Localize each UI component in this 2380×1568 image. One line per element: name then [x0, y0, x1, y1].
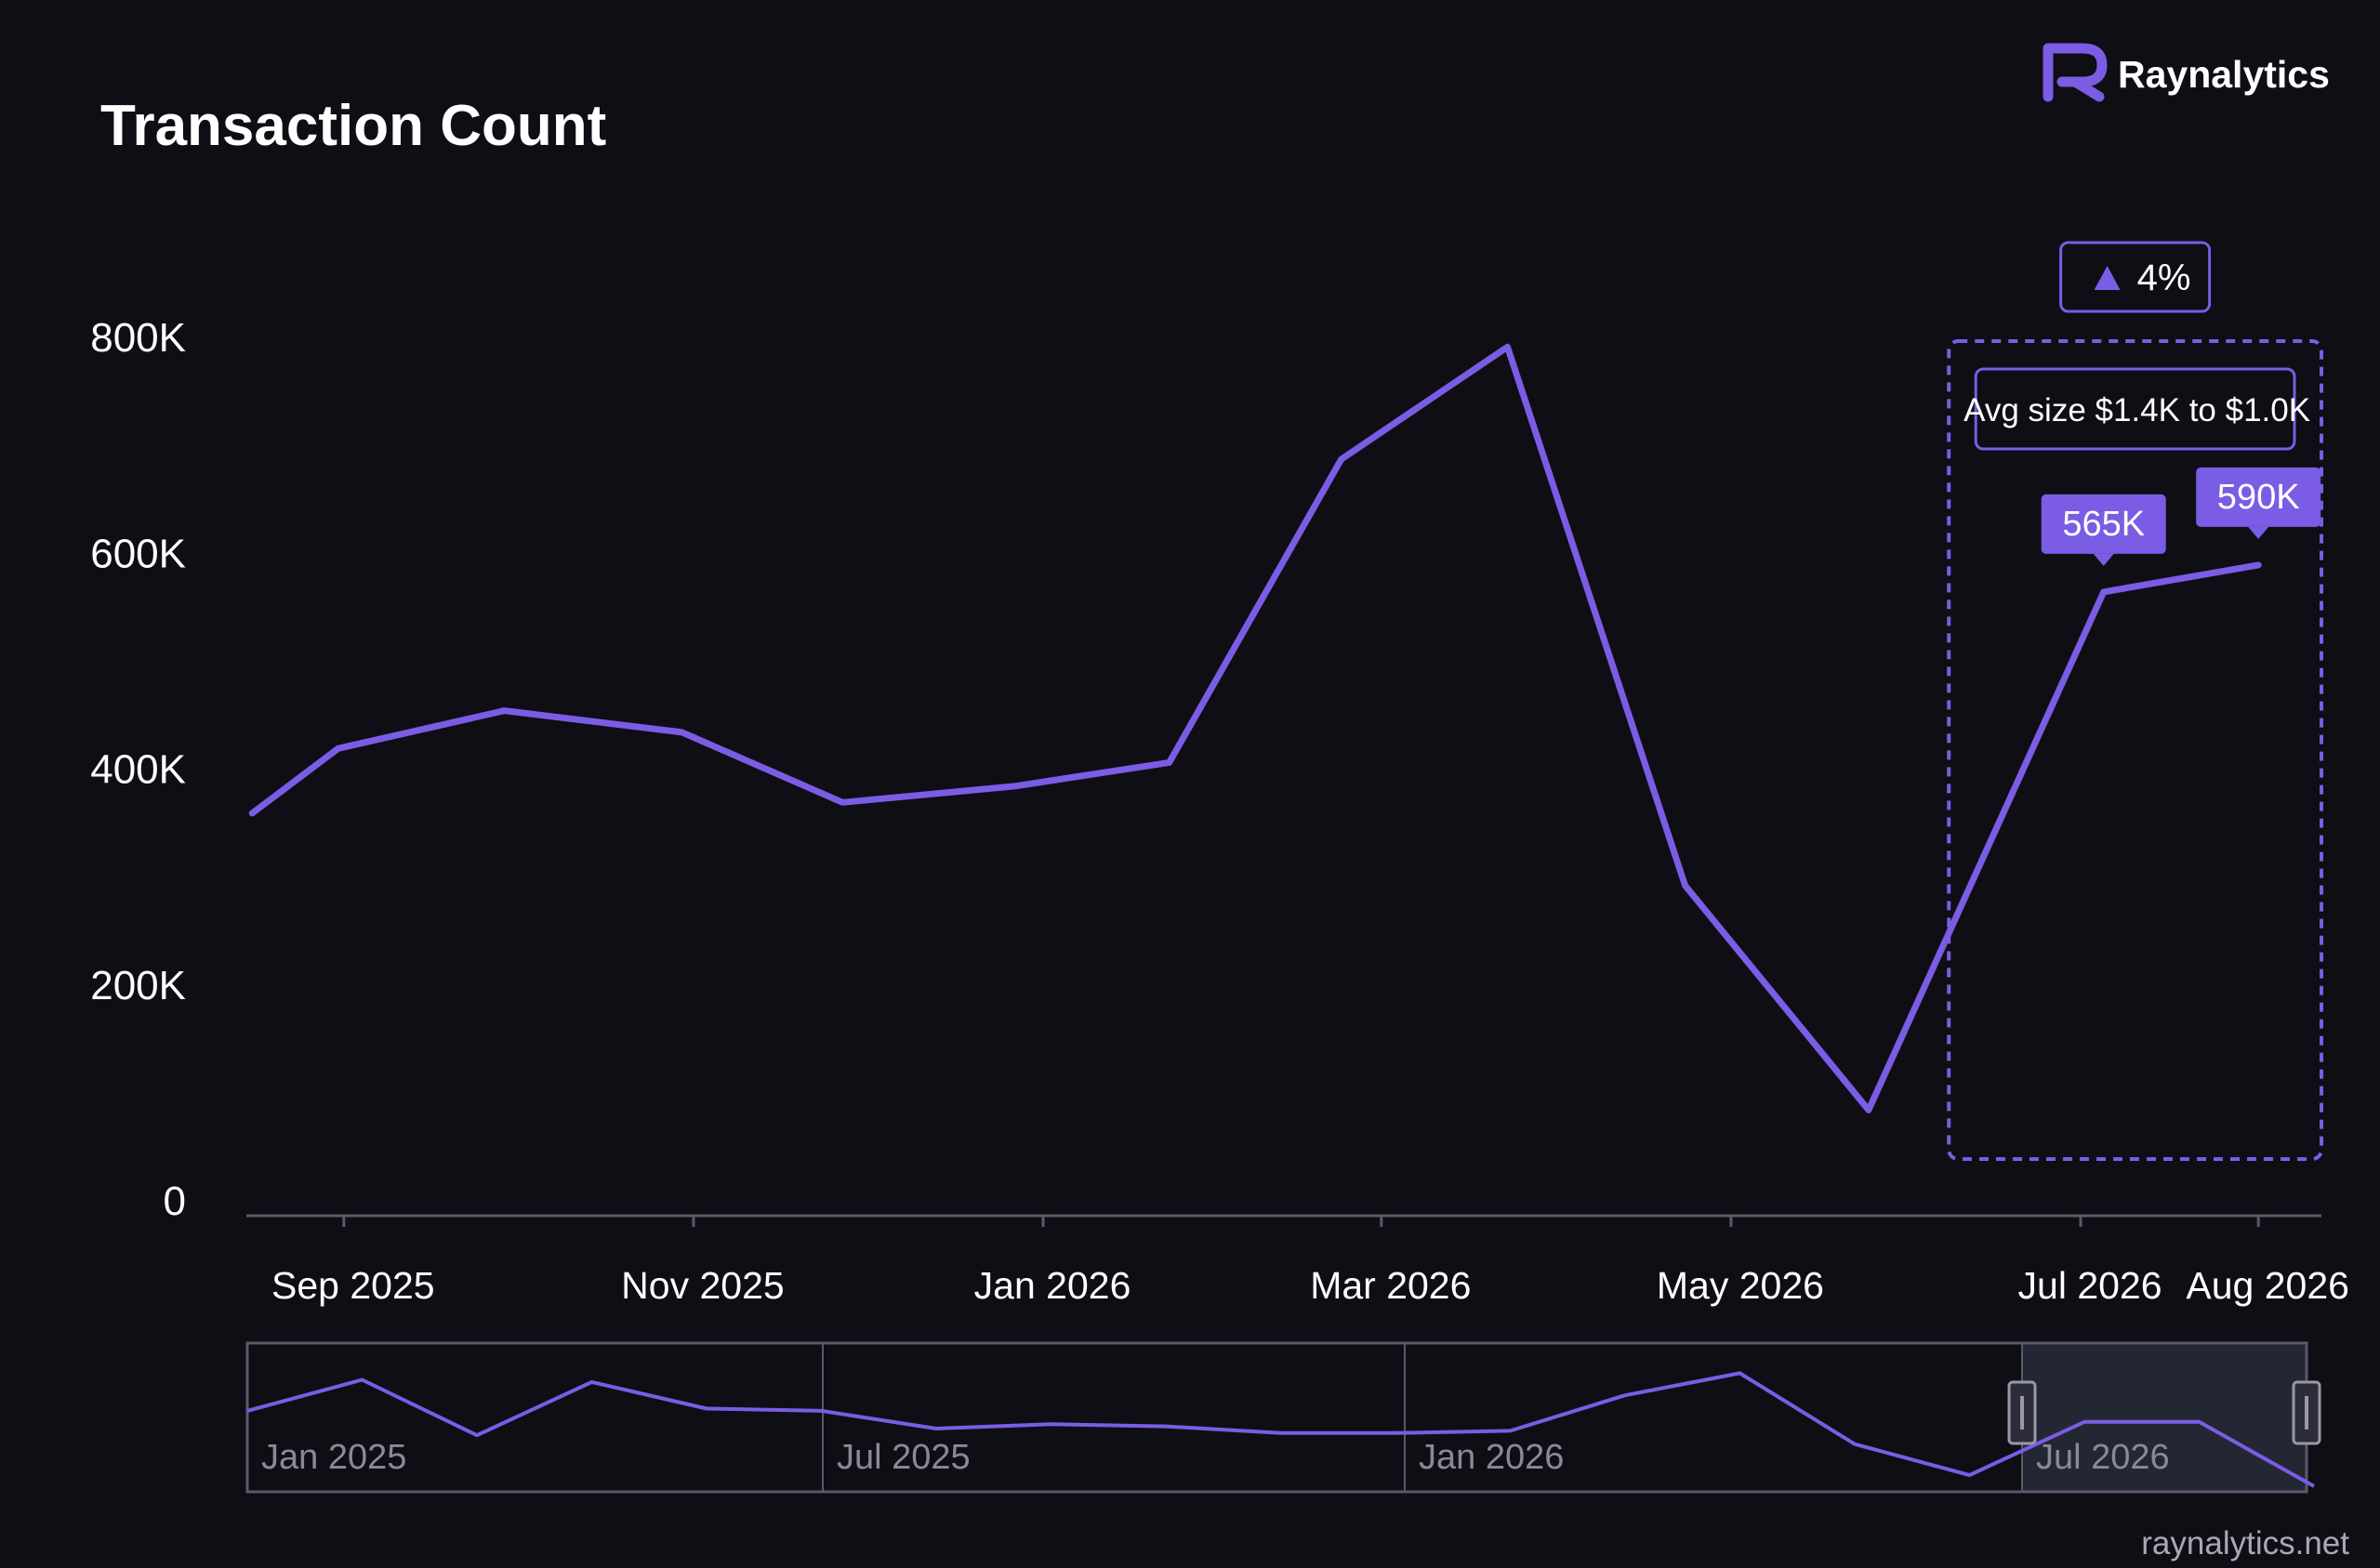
y-tick-label: 200K	[90, 963, 186, 1008]
x-tick-label: Jul 2026	[2018, 1264, 2162, 1307]
x-tick-label: Mar 2026	[1310, 1264, 1471, 1307]
point-value-label: 590K	[2196, 467, 2321, 539]
navigator-label: Jul 2025	[837, 1438, 971, 1477]
highlight-range	[1947, 339, 2324, 1161]
r-logo-icon	[2043, 43, 2108, 102]
y-tick-label: 400K	[90, 747, 186, 793]
point-value-text: 565K	[2062, 505, 2145, 544]
change-badge-value: 4%	[2137, 257, 2191, 298]
highlight-note: Avg size $1.4K to $1.0K	[1964, 367, 2310, 451]
series-layer	[248, 343, 2262, 1113]
x-tick-label: Nov 2025	[621, 1264, 785, 1307]
brand-logo: Raynalytics	[2043, 43, 2330, 102]
chart-title: Transaction Count	[100, 94, 606, 158]
navigator-handle-right[interactable]	[2292, 1380, 2321, 1445]
navigator-handle-left[interactable]	[2007, 1380, 2037, 1445]
x-tick-label: May 2026	[1657, 1264, 1824, 1307]
footer-url: raynalytics.net	[2141, 1525, 2349, 1561]
series-line	[248, 343, 2262, 1113]
change-badge: 4%	[2059, 241, 2212, 313]
y-tick-label: 0	[164, 1179, 186, 1224]
point-value-label: 565K	[2041, 494, 2166, 566]
x-tick-label: Sep 2025	[271, 1264, 435, 1307]
triangle-up-icon	[2094, 266, 2121, 290]
y-tick-label: 800K	[90, 315, 186, 361]
y-axis: 0 200K 400K 600K 800K	[90, 315, 186, 1224]
y-tick-label: 600K	[90, 531, 186, 576]
navigator-label: Jul 2026	[2036, 1438, 2170, 1477]
x-tick-label: Aug 2026	[2186, 1264, 2349, 1307]
range-navigator[interactable]: Jan 2025 Jul 2025 Jan 2026 Jul 2026	[245, 1341, 2321, 1494]
navigator-label: Jan 2025	[261, 1438, 406, 1477]
annotations: 4% Avg size $1.4K to $1.0K 565K 590K	[1964, 241, 2321, 566]
navigator-selection[interactable]	[2022, 1343, 2307, 1492]
x-tick-label: Jan 2026	[974, 1264, 1131, 1307]
highlight-box	[1947, 339, 2324, 1161]
highlight-note-text: Avg size $1.4K to $1.0K	[1964, 392, 2310, 428]
navigator-series-line	[246, 1371, 2315, 1488]
brand-name: Raynalytics	[2118, 53, 2330, 96]
x-axis: Sep 2025 Nov 2025 Jan 2026 Mar 2026 May 2026…	[246, 1214, 2349, 1307]
point-value-text: 590K	[2217, 478, 2300, 517]
navigator-label: Jan 2026	[1419, 1438, 1564, 1477]
